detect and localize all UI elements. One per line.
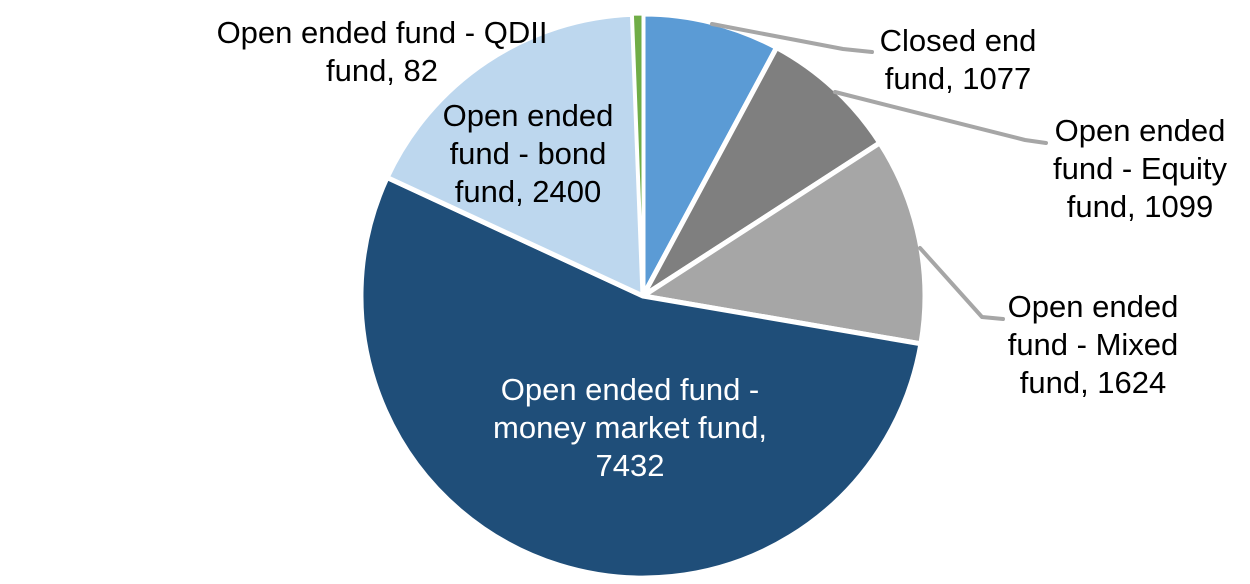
data-label-line: Open ended fund - QDII — [216, 15, 548, 50]
data-label-line: Closed end — [879, 23, 1037, 58]
pie-slice-open-ended-equity-fund — [640, 45, 883, 299]
data-label-line: fund, 1077 — [884, 61, 1032, 96]
data-label-line: Open ended — [442, 98, 614, 133]
leader-line-open-ended-mixed-fund — [918, 246, 1005, 321]
data-label-line: fund, 2400 — [454, 174, 602, 209]
data-label-open-ended-money-market-fund: Open ended fund - money market fund, 743… — [493, 371, 767, 485]
data-label-line: fund, 1099 — [1066, 189, 1214, 224]
data-label-line: fund, 82 — [325, 53, 439, 88]
pie-slice-open-ended-bond-fund — [384, 11, 646, 299]
data-label-closed-end-fund: Closed end fund, 1077 — [880, 22, 1037, 98]
data-label-line: Open ended fund - — [500, 372, 760, 407]
data-label-line: Open ended — [1007, 289, 1179, 324]
pie-slices-group — [358, 11, 928, 581]
data-label-line: fund, 1624 — [1019, 365, 1167, 400]
data-label-line: fund - Mixed — [1007, 327, 1179, 362]
leader-line-open-ended-equity-fund — [833, 90, 1048, 145]
data-label-open-ended-equity-fund: Open ended fund - Equity fund, 1099 — [1053, 112, 1227, 226]
data-label-open-ended-bond-fund: Open ended fund - bond fund, 2400 — [443, 97, 614, 211]
data-label-open-ended-mixed-fund: Open ended fund - Mixed fund, 1624 — [1008, 288, 1179, 402]
data-label-line: 7432 — [595, 448, 665, 483]
data-label-line: fund - Equity — [1052, 151, 1228, 186]
pie-slice-open-ended-money-market-fund — [358, 175, 924, 581]
data-label-open-ended-qdii-fund: Open ended fund - QDII fund, 82 — [217, 14, 548, 90]
pie-slice-open-ended-qdii-fund — [630, 12, 645, 298]
data-label-line: fund - bond — [449, 136, 607, 171]
pie-slice-open-ended-mixed-fund — [640, 140, 928, 347]
data-label-line: Open ended — [1054, 113, 1226, 148]
leader-line-closed-end-fund — [710, 22, 874, 54]
data-label-line: money market fund, — [493, 410, 767, 445]
